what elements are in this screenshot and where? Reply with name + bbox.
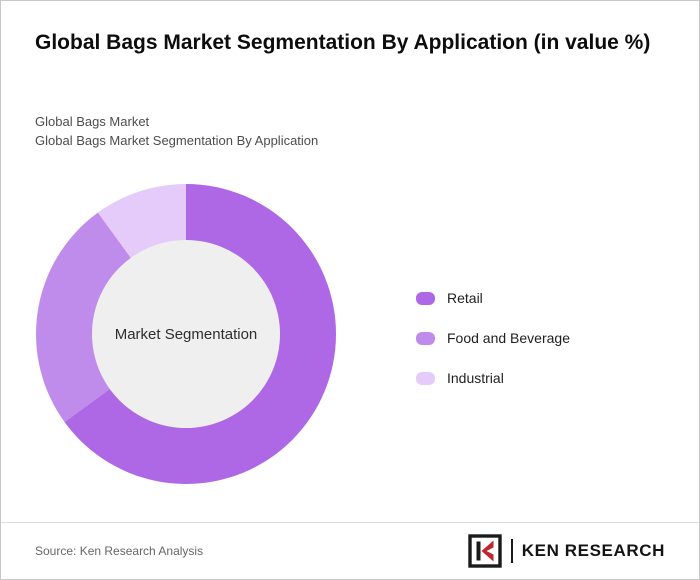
legend-item: Industrial (416, 370, 570, 386)
source-text: Source: Ken Research Analysis (35, 544, 204, 558)
logo-divider (510, 539, 513, 563)
footer: Source: Ken Research Analysis KEN RESEAR… (1, 522, 699, 579)
donut-chart: Market Segmentation (36, 184, 336, 484)
legend-swatch (416, 371, 435, 385)
brand-name: KEN RESEARCH (521, 541, 665, 560)
legend: Retail Food and Beverage Industrial (416, 290, 570, 386)
legend-label: Retail (447, 290, 483, 306)
legend-label: Food and Beverage (447, 330, 570, 346)
legend-item: Food and Beverage (416, 330, 570, 346)
legend-label: Industrial (447, 370, 504, 386)
ken-research-logo: KEN RESEARCH (468, 534, 665, 568)
ken-research-logo-icon (468, 534, 502, 568)
chart-subtitles: Global Bags Market Global Bags Market Se… (35, 112, 318, 150)
legend-item: Retail (416, 290, 570, 306)
legend-swatch (416, 291, 435, 305)
legend-swatch (416, 331, 435, 345)
chart-subtitle-segmentation: Global Bags Market Segmentation By Appli… (35, 133, 319, 148)
chart-subtitle-market: Global Bags Market (35, 114, 150, 129)
donut-center: Market Segmentation (92, 240, 280, 428)
page-title: Global Bags Market Segmentation By Appli… (35, 31, 651, 54)
donut-center-label: Market Segmentation (114, 325, 258, 343)
